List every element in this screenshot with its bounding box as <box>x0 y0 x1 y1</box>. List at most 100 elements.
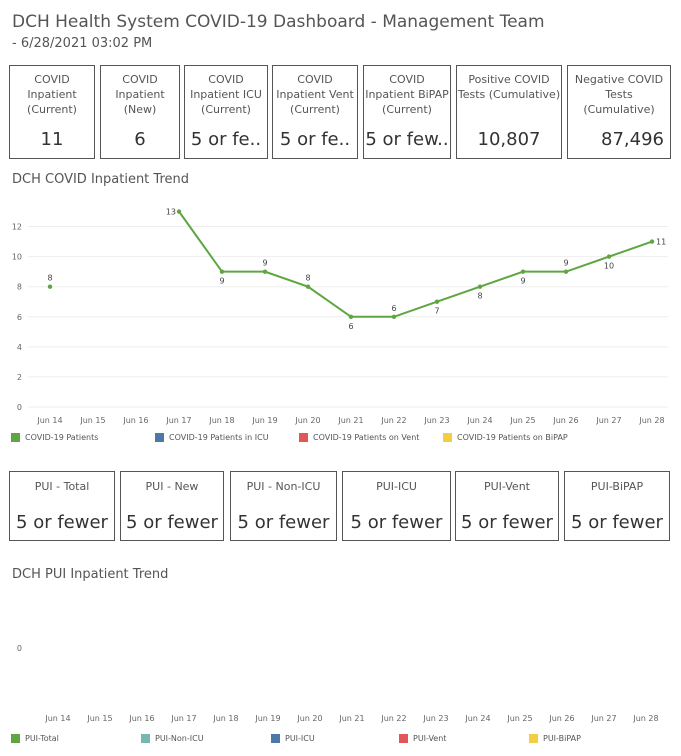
data-point[interactable] <box>434 299 440 304</box>
x-tick-label: Jun 25 <box>506 714 532 723</box>
kpi-card[interactable]: COVID Inpatient Vent (Current) 5 or fe.. <box>272 65 358 159</box>
legend-item[interactable]: PUI-ICU <box>271 734 315 743</box>
data-label: 6 <box>348 322 353 331</box>
x-tick-label: Jun 23 <box>422 714 448 723</box>
legend-item[interactable]: COVID-19 Patients <box>11 433 98 442</box>
data-point[interactable] <box>262 269 268 274</box>
pui-value: 5 or fewer <box>126 512 218 533</box>
data-label: 10 <box>604 262 614 271</box>
legend-item[interactable]: PUI-Total <box>11 734 59 743</box>
legend-item[interactable]: COVID-19 Patients in ICU <box>155 433 269 442</box>
page-timestamp: - 6/28/2021 03:02 PM <box>12 36 153 51</box>
kpi-value: 87,496 <box>601 129 664 150</box>
data-point[interactable] <box>563 269 569 274</box>
data-point[interactable] <box>606 254 612 259</box>
pui-card[interactable]: PUI-ICU 5 or fewer <box>342 471 451 541</box>
legend-label: PUI-BiPAP <box>543 734 581 743</box>
pui-card[interactable]: PUI - Total 5 or fewer <box>9 471 115 541</box>
x-tick-label: Jun 27 <box>590 714 616 723</box>
data-point[interactable] <box>649 239 655 244</box>
kpi-value: 10,807 <box>477 129 541 150</box>
kpi-value: 5 or fe.. <box>279 129 351 150</box>
data-point[interactable] <box>176 209 182 214</box>
legend-label: PUI-Vent <box>413 734 447 743</box>
x-tick-label: Jun 15 <box>86 714 112 723</box>
legend-item[interactable]: COVID-19 Patients on BiPAP <box>443 433 568 442</box>
x-tick-label: Jun 21 <box>337 416 363 425</box>
x-tick-label: Jun 16 <box>128 714 154 723</box>
data-point[interactable] <box>219 269 225 274</box>
data-point[interactable] <box>391 314 397 319</box>
legend-label: PUI-ICU <box>285 734 315 743</box>
data-label: 6 <box>391 304 396 313</box>
data-label: 9 <box>262 259 267 268</box>
pui-label: PUI - Non-ICU <box>246 480 321 493</box>
pui-card[interactable]: PUI-BiPAP 5 or fewer <box>564 471 670 541</box>
data-point[interactable] <box>477 284 483 289</box>
kpi-value: 6 <box>134 129 146 150</box>
y-tick-label: 4 <box>17 343 22 352</box>
kpi-card[interactable]: COVID Inpatient (Current) 11 <box>9 65 95 159</box>
x-tick-label: Jun 18 <box>212 714 238 723</box>
pui-trend-title: DCH PUI Inpatient Trend <box>12 567 169 582</box>
legend-swatch <box>529 734 538 743</box>
kpi-value: 5 or fe.. <box>190 129 262 150</box>
x-tick-label: Jun 14 <box>44 714 70 723</box>
pui-label: PUI - New <box>145 480 199 493</box>
legend-item[interactable]: PUI-Vent <box>399 734 446 743</box>
legend-item[interactable]: PUI-BiPAP <box>529 734 581 743</box>
series-line <box>178 210 653 318</box>
kpi-card[interactable]: COVID Inpatient BiPAP (Current) 5 or few.… <box>363 65 451 159</box>
legend-label: PUI-Total <box>25 734 59 743</box>
legend-label: PUI-Non-ICU <box>155 734 204 743</box>
kpi-card[interactable]: COVID Inpatient ICU (Current) 5 or fe.. <box>184 65 268 159</box>
x-tick-label: Jun 16 <box>122 416 148 425</box>
x-tick-label: Jun 24 <box>464 714 490 723</box>
pui-card[interactable]: PUI - Non-ICU 5 or fewer <box>230 471 337 541</box>
data-point[interactable] <box>348 314 354 319</box>
pui-trend-chart: 0 Jun 14 Jun 15 Jun 16 Jun 17 Jun 18 Jun 19 Jun… <box>17 644 659 723</box>
data-label: 8 <box>305 274 310 283</box>
kpi-card[interactable]: COVID Inpatient (New) 6 <box>100 65 180 159</box>
legend-label: COVID-19 Patients on BiPAP <box>457 433 568 442</box>
kpi-value: 11 <box>40 129 64 150</box>
kpi-label: COVID Inpatient Vent (Current) <box>276 73 354 116</box>
inpatient-trend-title: DCH COVID Inpatient Trend <box>12 172 189 187</box>
x-tick-label: Jun 27 <box>595 416 621 425</box>
data-label: 8 <box>47 274 52 283</box>
legend-swatch <box>271 734 280 743</box>
y-tick-label: 10 <box>12 253 22 262</box>
data-point[interactable] <box>47 284 53 289</box>
x-tick-label: Jun 28 <box>638 416 664 425</box>
data-point[interactable] <box>305 284 311 289</box>
legend-swatch <box>11 433 20 442</box>
pui-card[interactable]: PUI-Vent 5 or fewer <box>455 471 559 541</box>
pui-card[interactable]: PUI - New 5 or fewer <box>120 471 224 541</box>
pui-value: 5 or fewer <box>350 512 443 533</box>
kpi-label: COVID Inpatient (New) <box>115 73 165 116</box>
x-tick-label: Jun 25 <box>509 416 535 425</box>
pui-label: PUI-BiPAP <box>590 480 644 493</box>
y-tick-label: 0 <box>17 644 22 653</box>
x-tick-label: Jun 23 <box>423 416 449 425</box>
kpi-card[interactable]: Positive COVID Tests (Cumulative) 10,807 <box>456 65 562 159</box>
kpi-label: COVID Inpatient (Current) <box>27 73 77 116</box>
y-tick-label: 8 <box>17 283 22 292</box>
x-tick-label: Jun 20 <box>296 714 322 723</box>
x-tick-label: Jun 21 <box>338 714 364 723</box>
x-tick-label: Jun 24 <box>466 416 492 425</box>
x-tick-label: Jun 26 <box>548 714 574 723</box>
kpi-label: Positive COVID Tests (Cumulative) <box>457 73 561 101</box>
legend-item[interactable]: COVID-19 Patients on Vent <box>299 433 419 442</box>
data-point[interactable] <box>520 269 526 274</box>
x-tick-label: Jun 17 <box>170 714 196 723</box>
legend-swatch <box>141 734 150 743</box>
pui-value: 5 or fewer <box>237 512 330 533</box>
kpi-label: Negative COVID Tests (Cumulative) <box>574 73 664 116</box>
x-tick-label: Jun 18 <box>208 416 234 425</box>
legend-item[interactable]: PUI-Non-ICU <box>141 734 204 743</box>
kpi-card[interactable]: Negative COVID Tests (Cumulative) 87,496 <box>567 65 671 159</box>
legend-swatch <box>155 433 164 442</box>
x-tick-label: Jun 19 <box>254 714 280 723</box>
pui-value: 5 or fewer <box>571 512 663 533</box>
